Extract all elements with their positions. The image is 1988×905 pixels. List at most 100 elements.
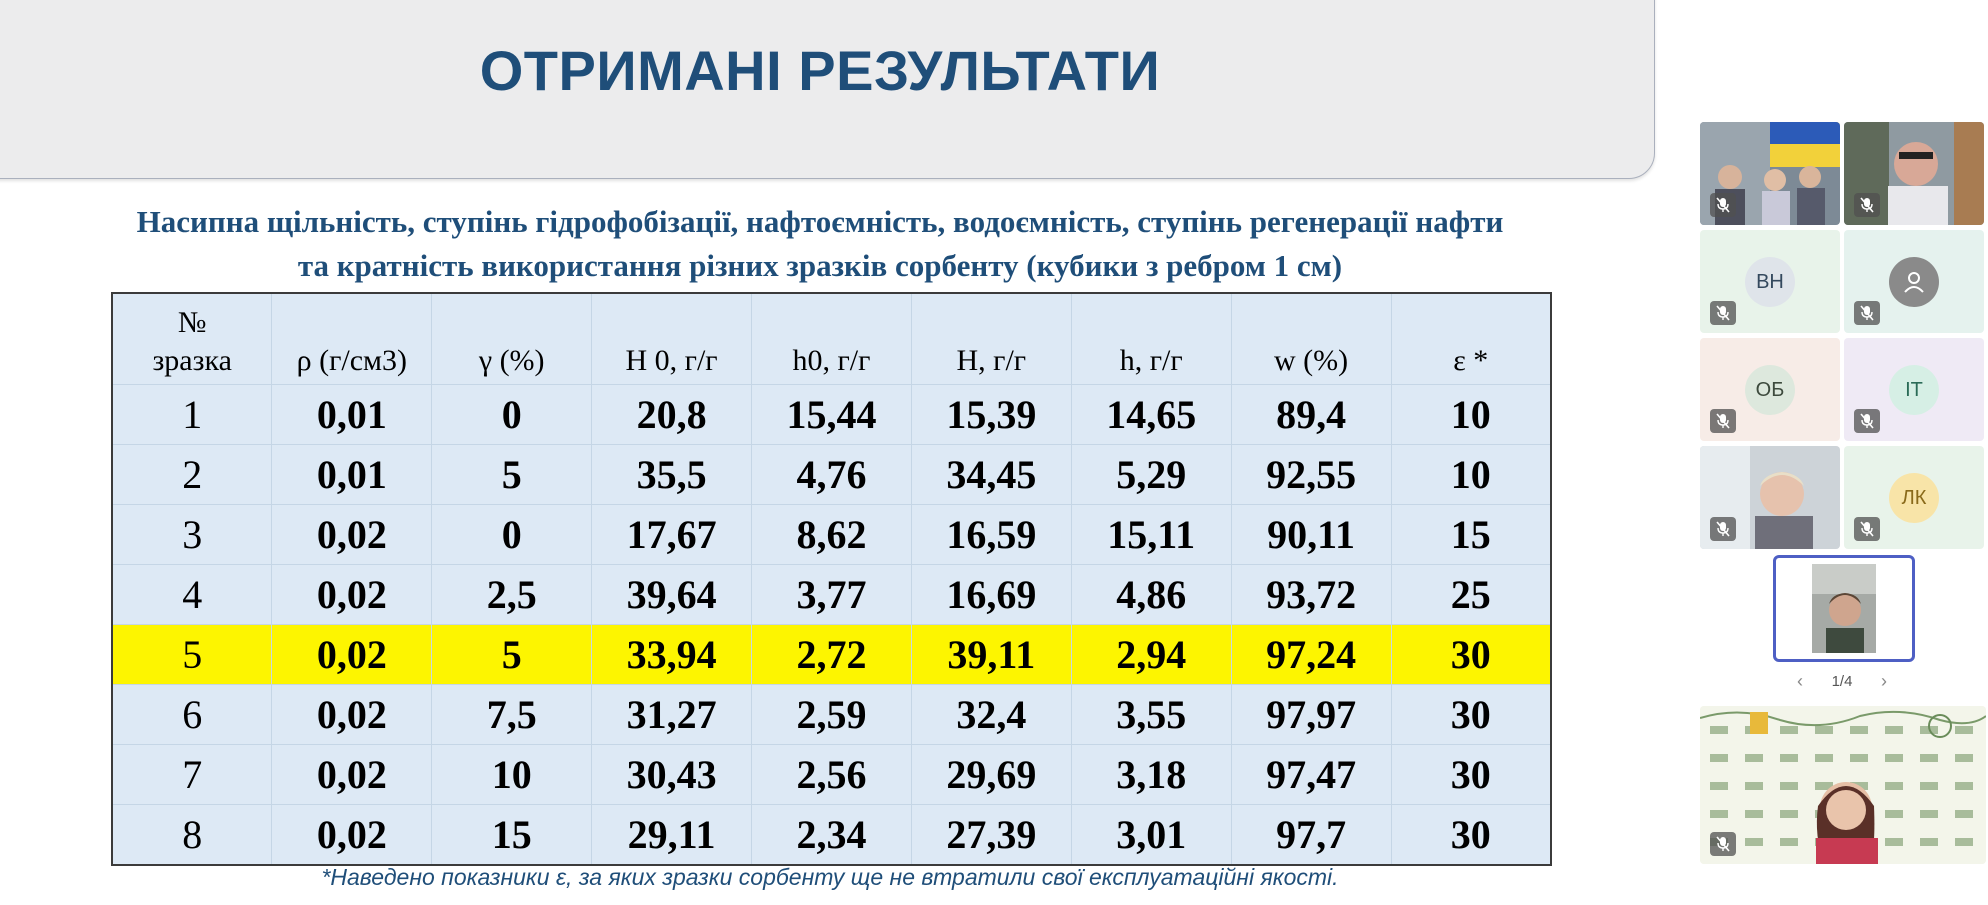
value-cell: 5,29 [1070,444,1232,505]
value-cell: 30,43 [591,744,752,805]
sample-number-cell: 1 [111,384,273,445]
slide-title: ОТРИМАНІ РЕЗУЛЬТАТИ [479,39,1161,102]
value-cell: 30 [1390,804,1552,866]
subtitle-line-2: та кратність використання різних зразків… [297,248,1343,283]
participants-pager: ‹ 1/4 › [1797,669,1887,693]
table-row: 1 0,01 0 20,8 15,44 15,39 14,65 89,4 10 [111,384,1552,445]
value-cell: 16,69 [910,564,1072,625]
value-cell: 29,11 [591,804,752,866]
generic-user-icon [1889,257,1939,307]
active-speaker-tile[interactable] [1773,555,1915,662]
muted-mic-icon [1710,193,1736,217]
value-cell: 0,02 [271,504,433,565]
value-cell: 4,86 [1070,564,1232,625]
value-cell: 97,7 [1230,804,1392,866]
value-cell: 35,5 [591,444,752,505]
value-cell: 8,62 [751,504,912,565]
header-hydrophobization: γ (%) [431,292,593,385]
header-water-capacity-initial: h0, г/г [751,292,912,385]
value-cell: 3,18 [1070,744,1232,805]
value-cell: 93,72 [1230,564,1392,625]
value-cell: 2,5 [431,564,593,625]
subtitle-line-1: Насипна щільність, ступінь гідрофобізаці… [136,204,1504,239]
table-row: 4 0,02 2,5 39,64 3,77 16,69 4,86 93,72 25 [111,564,1552,625]
value-cell: 10 [431,744,593,805]
value-cell: 0,02 [271,744,433,805]
table-row: 8 0,02 15 29,11 2,34 27,39 3,01 97,7 30 [111,804,1552,866]
participant-tile[interactable]: ВН [1700,230,1840,333]
value-cell: 97,47 [1230,744,1392,805]
participant-tile[interactable] [1844,230,1984,333]
muted-mic-icon [1710,301,1736,325]
muted-mic-icon [1710,832,1736,856]
chevron-right-icon[interactable]: › [1880,670,1887,691]
value-cell: 5 [431,444,593,505]
value-cell: 90,11 [1230,504,1392,565]
participant-tile[interactable] [1700,122,1840,225]
value-cell: 0,02 [271,684,433,745]
value-cell: 30 [1390,684,1552,745]
sample-number-cell: 4 [111,564,273,625]
value-cell: 3,77 [751,564,912,625]
value-cell: 2,72 [751,624,912,685]
participant-avatar: ОБ [1745,365,1795,415]
table-row: 7 0,02 10 30,43 2,56 29,69 3,18 97,47 30 [111,744,1552,805]
table-row: 2 0,01 5 35,5 4,76 34,45 5,29 92,55 10 [111,444,1552,505]
value-cell: 15 [1390,504,1552,565]
presenter-video[interactable] [1700,706,1986,864]
participant-tile[interactable] [1844,122,1984,225]
value-cell: 15 [431,804,593,866]
participant-avatar: ВН [1745,257,1795,307]
header-density: ρ (г/см3) [271,292,433,385]
value-cell: 89,4 [1230,384,1392,445]
sample-number-cell: 7 [111,744,273,805]
value-cell: 0,01 [271,444,433,505]
value-cell: 34,45 [910,444,1072,505]
value-cell: 33,94 [591,624,752,685]
sample-number-cell: 3 [111,504,273,565]
value-cell: 39,11 [910,624,1072,685]
value-cell: 2,34 [751,804,912,866]
value-cell: 14,65 [1070,384,1232,445]
value-cell: 17,67 [591,504,752,565]
sample-number-cell: 2 [111,444,273,505]
slide-footnote: *Наведено показники ε, за яких зразки со… [321,864,1339,890]
participant-tile[interactable]: ЛК [1844,446,1984,549]
value-cell: 15,11 [1070,504,1232,565]
table-header-row: № зразка ρ (г/см3) γ (%) Н 0, г/г h0, г/… [111,292,1552,385]
sample-number-cell: 8 [111,804,273,866]
slide-subtitle: Насипна щільність, ступінь гідрофобізаці… [0,200,1640,288]
muted-mic-icon [1854,409,1880,433]
value-cell: 0,02 [271,624,433,685]
value-cell: 92,55 [1230,444,1392,505]
header-water-capacity: h, г/г [1070,292,1232,385]
value-cell: 39,64 [591,564,752,625]
chevron-left-icon[interactable]: ‹ [1797,670,1803,691]
value-cell: 30 [1390,744,1552,805]
muted-mic-icon [1854,193,1880,217]
value-cell: 32,4 [910,684,1072,745]
participant-avatar: ІТ [1889,365,1939,415]
value-cell: 25 [1390,564,1552,625]
value-cell: 15,39 [910,384,1072,445]
value-cell: 15,44 [751,384,912,445]
value-cell: 31,27 [591,684,752,745]
value-cell: 29,69 [910,744,1072,805]
value-cell: 0 [431,384,593,445]
value-cell: 7,5 [431,684,593,745]
page-indicator: 1/4 [1831,672,1853,690]
value-cell: 3,55 [1070,684,1232,745]
value-cell: 27,39 [910,804,1072,866]
participant-tile[interactable]: ІТ [1844,338,1984,441]
header-oil-capacity: Н, г/г [910,292,1072,385]
participant-tile[interactable]: ОБ [1700,338,1840,441]
results-table: № зразка ρ (г/см3) γ (%) Н 0, г/г h0, г/… [111,292,1552,866]
participant-tile[interactable] [1700,446,1840,549]
muted-mic-icon [1710,517,1736,541]
value-cell: 16,59 [910,504,1072,565]
table-row: 6 0,02 7,5 31,27 2,59 32,4 3,55 97,97 30 [111,684,1552,745]
muted-mic-icon [1710,409,1736,433]
sample-number-cell: 5 [111,624,273,685]
value-cell: 10 [1390,444,1552,505]
value-cell: 2,56 [751,744,912,805]
